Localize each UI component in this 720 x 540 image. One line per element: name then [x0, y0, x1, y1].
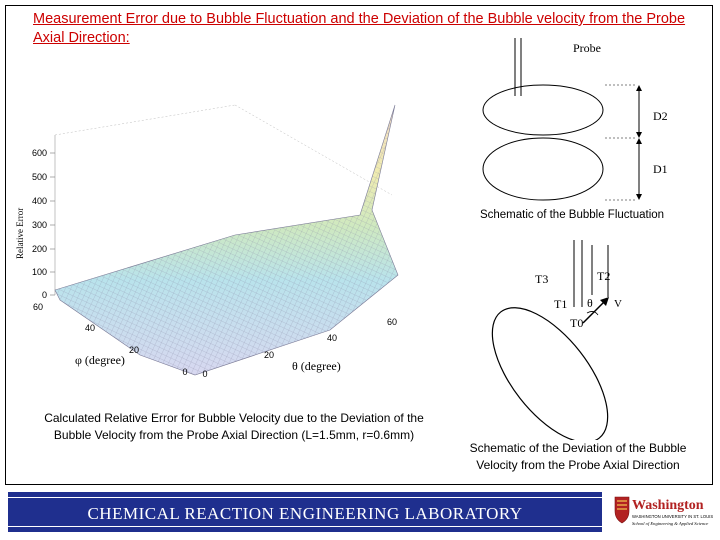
z-tick-label: 500 [32, 172, 47, 182]
logo-line-2: School of Engineering & Applied Science [632, 521, 708, 526]
theta-tick-label: 20 [264, 350, 274, 360]
theta-tick-label: 40 [327, 333, 337, 343]
z-tick-label: 100 [32, 267, 47, 277]
phi-tick-label: 60 [33, 302, 43, 312]
surface-mesh [55, 105, 398, 375]
t0-label: T0 [570, 316, 583, 330]
deviation-caption: Schematic of the Deviation of the Bubble… [469, 441, 687, 472]
angle-arc [586, 311, 599, 316]
theta-tick-label: 60 [387, 317, 397, 327]
velocity-arrowhead [600, 297, 609, 306]
phi-tick-label: 40 [85, 323, 95, 333]
d2-label: D2 [653, 109, 668, 123]
theta-tick-label: 0 [202, 369, 207, 379]
university-logo: Washington WASHINGTON UNIVERSITY IN ST. … [612, 493, 716, 533]
t1-label: T1 [554, 297, 567, 311]
theta-axis-label: θ (degree) [292, 359, 341, 373]
tilted-bubble [491, 307, 609, 440]
slide-title: Measurement Error due to Bubble Fluctuat… [33, 11, 686, 46]
probe-label: Probe [573, 41, 601, 55]
phi-tick-label: 20 [129, 345, 139, 355]
lab-name: CHEMICAL REACTION ENGINEERING LABORATORY [87, 504, 523, 523]
fluctuation-caption: Schematic of the Bubble Fluctuation [479, 209, 665, 221]
z-tick-label: 400 [32, 196, 47, 206]
z-axis-label: Relative Error [15, 208, 25, 259]
bubble-deviation-schematic: T3 T2 T1 T0 θ V [491, 240, 622, 440]
z-tick-label: 200 [32, 244, 47, 254]
phi-tick-label: 0 [182, 367, 187, 377]
lab-banner: CHEMICAL REACTION ENGINEERING LABORATORY [8, 492, 602, 532]
back-frame-line [54, 104, 236, 136]
t2-label: T2 [597, 269, 610, 283]
z-tick-label: 0 [42, 290, 47, 300]
back-frame-line [234, 104, 393, 196]
z-tick-label: 600 [32, 148, 47, 158]
z-tick-label: 300 [32, 220, 47, 230]
t3-label: T3 [535, 272, 548, 286]
surface-plot: 600 500 400 300 200 100 0 60 40 20 0 60 … [15, 104, 399, 379]
phi-axis-label: φ (degree) [75, 353, 125, 367]
slide-frame [5, 5, 713, 485]
logo-wordmark: Washington [632, 498, 704, 513]
surface-plot-caption: Calculated Relative Error for Bubble Vel… [44, 411, 424, 442]
logo-line-1: WASHINGTON UNIVERSITY IN ST. LOUIS [632, 514, 713, 519]
d1-label: D1 [653, 162, 668, 176]
velocity-label: V [614, 298, 622, 310]
bubble-fluctuation-schematic: Probe D2 D1 [482, 38, 668, 201]
university-shield-icon: Washington WASHINGTON UNIVERSITY IN ST. … [614, 496, 713, 526]
bubble-upper [482, 84, 604, 136]
theta-angle-label: θ [587, 296, 593, 310]
bubble-lower [482, 137, 604, 201]
velocity-vector [582, 299, 607, 324]
